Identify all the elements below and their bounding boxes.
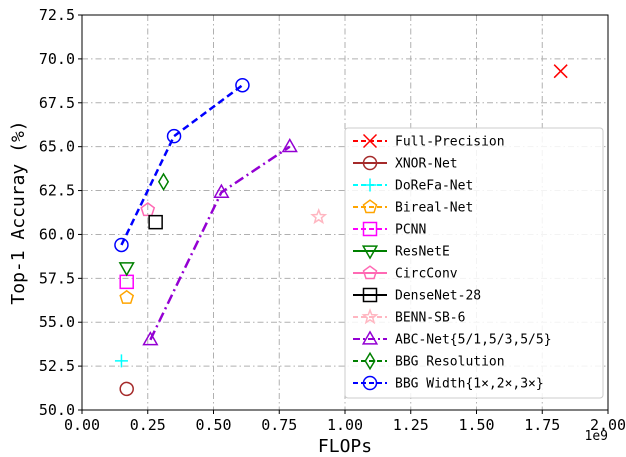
data-point xyxy=(114,354,128,368)
data-point xyxy=(119,289,135,304)
legend-entry: BBG Resolution xyxy=(353,351,505,371)
series xyxy=(114,77,250,253)
legend-marker xyxy=(361,308,379,325)
data-point xyxy=(281,138,298,153)
legend-marker xyxy=(362,287,378,303)
series-line xyxy=(149,145,291,341)
x-tick-label: 0.25 xyxy=(130,416,166,434)
series-layer xyxy=(114,64,568,397)
x-tick-label: 0.75 xyxy=(261,416,297,434)
x-tick-label: 1.00 xyxy=(327,416,363,434)
y-tick-label: 67.5 xyxy=(39,94,75,112)
data-point xyxy=(119,381,134,397)
data-point xyxy=(140,202,156,217)
legend-label: ResNetE xyxy=(395,245,450,260)
x-tick-label: 2.00 xyxy=(590,416,626,434)
legend-box xyxy=(344,127,604,399)
y-tick-label: 65.0 xyxy=(39,138,75,156)
legend-marker xyxy=(361,245,379,260)
legend-entry: Full-Precision xyxy=(353,133,505,150)
data-point xyxy=(235,77,250,93)
x-tick-label: 0.00 xyxy=(64,416,100,434)
legend-label: ABC-Net{5/1,5/3,5/5} xyxy=(395,333,552,348)
series xyxy=(310,207,328,225)
legend-label: BBG Resolution xyxy=(395,355,505,370)
y-tick-label: 55.0 xyxy=(39,313,75,331)
legend-marker xyxy=(362,199,378,214)
legend-entry: Bireal-Net xyxy=(353,199,473,216)
y-axis-label: Top-1 Accuray (%) xyxy=(8,120,29,304)
legend-label: DoReFa-Net xyxy=(395,179,473,194)
legend-marker xyxy=(362,155,378,171)
legend-label: DenseNet-28 xyxy=(395,289,481,304)
series xyxy=(148,214,163,230)
data-point xyxy=(310,207,328,225)
x-tick-label: 0.50 xyxy=(195,416,231,434)
y-tick-label: 52.5 xyxy=(39,357,75,375)
data-point xyxy=(213,183,230,198)
legend-entry: XNOR-Net xyxy=(353,155,458,172)
legend-entry: DenseNet-28 xyxy=(353,287,481,304)
legend-entry: BENN-SB-6 xyxy=(353,308,465,326)
data-point xyxy=(166,128,182,144)
legend-label: Bireal-Net xyxy=(395,201,473,216)
x-axis-offset: 1e9 xyxy=(585,429,608,444)
series-line xyxy=(120,84,244,246)
legend-entry: PCNN xyxy=(353,221,426,238)
legend-marker xyxy=(361,330,379,345)
series xyxy=(142,138,298,346)
legend-marker xyxy=(362,221,378,237)
legend-label: CircConv xyxy=(395,267,458,282)
data-point xyxy=(157,172,170,192)
y-tick-label: 50.0 xyxy=(39,401,75,419)
x-tick-label: 1.75 xyxy=(524,416,560,434)
x-axis-label: FLOPs xyxy=(318,436,372,457)
legend-label: BENN-SB-6 xyxy=(395,311,465,326)
x-tick-label: 1.50 xyxy=(458,416,494,434)
legend-marker xyxy=(362,265,378,280)
data-point xyxy=(553,64,568,79)
data-point xyxy=(114,237,129,253)
legend-marker xyxy=(364,351,376,371)
ticks: 0.00 0.25 0.50 0.75 1.00 1.25 1.50 1.75 2.00 50.0… xyxy=(39,6,626,434)
series xyxy=(553,64,568,79)
data-point xyxy=(148,214,163,230)
series xyxy=(114,354,128,368)
legend-marker xyxy=(362,133,378,149)
series xyxy=(119,381,134,397)
legend-label: PCNN xyxy=(395,223,426,238)
legend-entry: DoReFa-Net xyxy=(353,178,473,194)
series xyxy=(119,289,135,304)
legend-entry: ABC-Net{5/1,5/3,5/5} xyxy=(353,330,552,348)
series xyxy=(118,262,135,277)
legend: Full-Precision XNOR-Net DoReFa-Net Bireal-N… xyxy=(344,127,604,399)
y-tick-label: 62.5 xyxy=(39,182,75,200)
legend-marker xyxy=(363,178,377,192)
series xyxy=(140,202,156,217)
legend-label: BBG Width{1×,2×,3×} xyxy=(395,377,544,392)
y-tick-label: 72.5 xyxy=(39,6,75,24)
legend-entry: ResNetE xyxy=(353,245,450,260)
y-tick-label: 60.0 xyxy=(39,225,75,243)
series xyxy=(157,172,170,192)
x-tick-label: 1.25 xyxy=(393,416,429,434)
legend-entry: BBG Width{1×,2×,3×} xyxy=(353,375,544,392)
data-point xyxy=(118,262,135,277)
legend-label: Full-Precision xyxy=(395,135,505,150)
data-point xyxy=(142,331,159,346)
legend-entry: CircConv xyxy=(353,265,458,282)
legend-marker xyxy=(362,375,378,391)
legend-label: XNOR-Net xyxy=(395,157,458,172)
y-tick-label: 57.5 xyxy=(39,269,75,287)
y-tick-label: 70.0 xyxy=(39,50,75,68)
